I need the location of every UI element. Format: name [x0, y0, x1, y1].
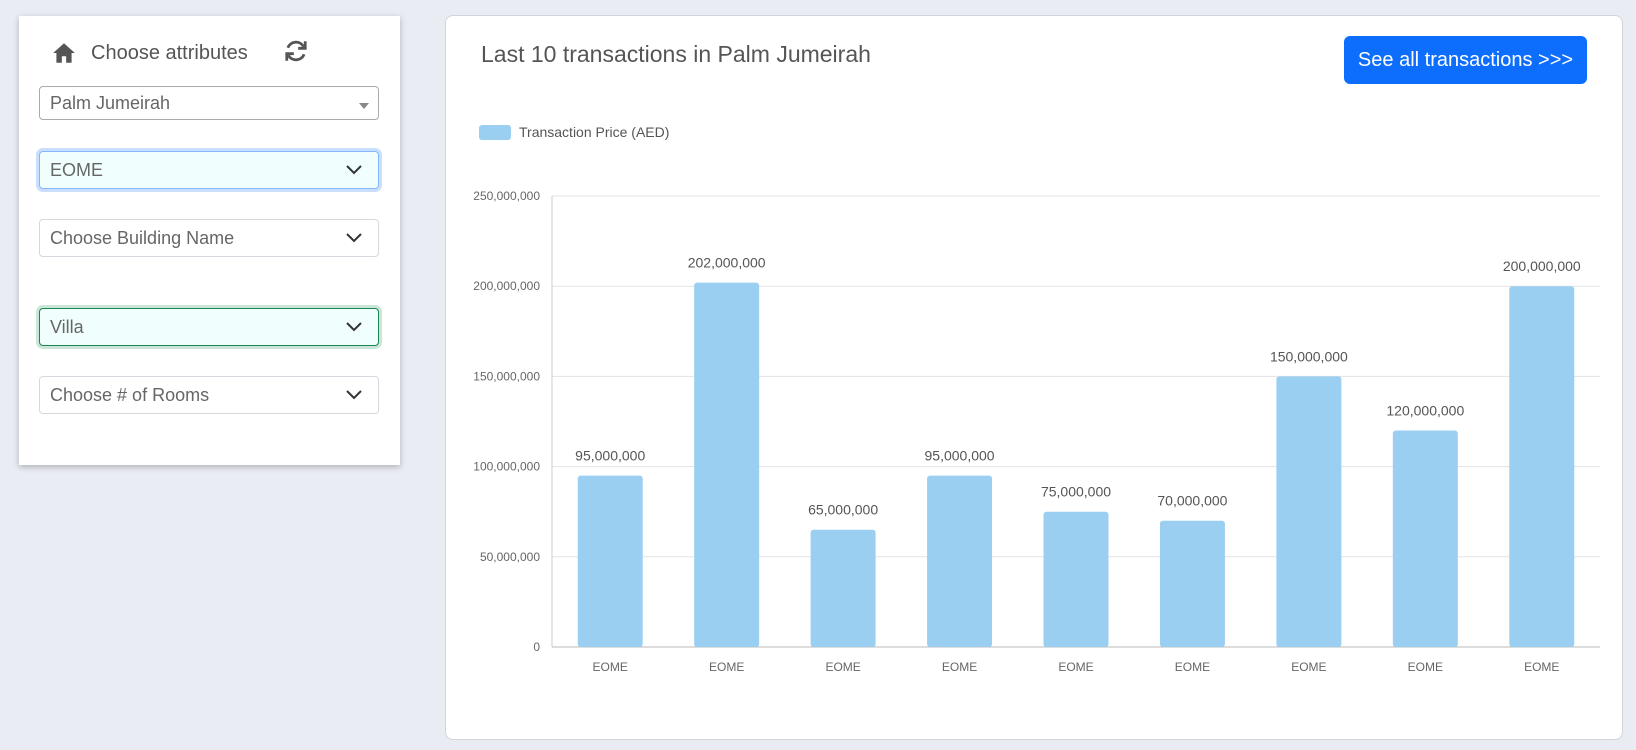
- x-tick-label: EOME: [1524, 660, 1559, 674]
- x-tick-label: EOME: [1175, 660, 1210, 674]
- x-tick-label: EOME: [942, 660, 977, 674]
- caret-down-icon: [359, 103, 369, 109]
- chevron-down-icon: [346, 165, 362, 175]
- data-label: 65,000,000: [808, 502, 878, 518]
- data-label: 70,000,000: [1157, 493, 1227, 509]
- legend-label: Transaction Price (AED): [519, 124, 669, 140]
- data-label: 202,000,000: [688, 255, 766, 271]
- data-label: 95,000,000: [925, 448, 995, 464]
- building-placeholder: Choose Building Name: [50, 227, 235, 248]
- y-tick-label: 150,000,000: [473, 369, 540, 383]
- property-type-value: Villa: [50, 316, 84, 337]
- x-tick-label: EOME: [593, 660, 628, 674]
- chevron-down-icon: [346, 233, 362, 243]
- chevron-down-icon: [346, 390, 362, 400]
- transactions-bar-chart: 0 50,000,000 100,000,000 150,000,000 200,000…: [473, 124, 1600, 674]
- bar: [1159, 520, 1225, 647]
- x-tick-label: EOME: [1058, 660, 1093, 674]
- refresh-icon[interactable]: [283, 38, 309, 64]
- developer-select[interactable]: EOME: [39, 151, 379, 189]
- bar: [1043, 511, 1109, 647]
- chevron-down-icon: [346, 322, 362, 332]
- sidebar-title: Choose attributes: [91, 41, 248, 64]
- y-tick-label: 100,000,000: [473, 460, 540, 474]
- data-label: 150,000,000: [1270, 348, 1348, 364]
- y-tick-label: 200,000,000: [473, 279, 540, 293]
- bar: [1509, 286, 1575, 647]
- developer-value: EOME: [50, 159, 104, 180]
- attributes-sidebar: Choose attributes Palm Jumeirah EOME Cho…: [19, 16, 400, 465]
- data-label: 75,000,000: [1041, 484, 1111, 500]
- x-tick-label: EOME: [825, 660, 860, 674]
- bar: [1392, 430, 1458, 647]
- data-label: 95,000,000: [575, 448, 645, 464]
- data-label: 200,000,000: [1503, 258, 1581, 274]
- rooms-select[interactable]: Choose # of Rooms: [39, 376, 379, 414]
- x-tick-label: EOME: [1291, 660, 1326, 674]
- bar: [810, 529, 876, 647]
- rooms-placeholder: Choose # of Rooms: [50, 384, 210, 405]
- building-name-select[interactable]: Choose Building Name: [39, 219, 379, 257]
- x-tick-label: EOME: [1408, 660, 1443, 674]
- transactions-panel: Last 10 transactions in Palm Jumeirah Se…: [445, 15, 1623, 740]
- y-tick-label: 0: [533, 640, 540, 654]
- x-tick-label: EOME: [709, 660, 744, 674]
- see-all-transactions-button[interactable]: See all transactions >>>: [1344, 36, 1587, 84]
- bar: [577, 475, 643, 647]
- bar: [1276, 376, 1342, 647]
- location-select[interactable]: Palm Jumeirah: [39, 86, 379, 120]
- data-label: 120,000,000: [1386, 403, 1464, 419]
- location-value: Palm Jumeirah: [50, 92, 171, 113]
- legend-swatch: [479, 125, 511, 140]
- sidebar-header: Choose attributes: [51, 38, 248, 68]
- y-tick-label: 50,000,000: [480, 550, 540, 564]
- y-tick-label: 250,000,000: [473, 189, 540, 203]
- home-icon[interactable]: [51, 40, 77, 66]
- property-type-select[interactable]: Villa: [39, 308, 379, 346]
- bar: [927, 475, 993, 647]
- bar: [694, 282, 760, 647]
- panel-title: Last 10 transactions in Palm Jumeirah: [481, 41, 871, 67]
